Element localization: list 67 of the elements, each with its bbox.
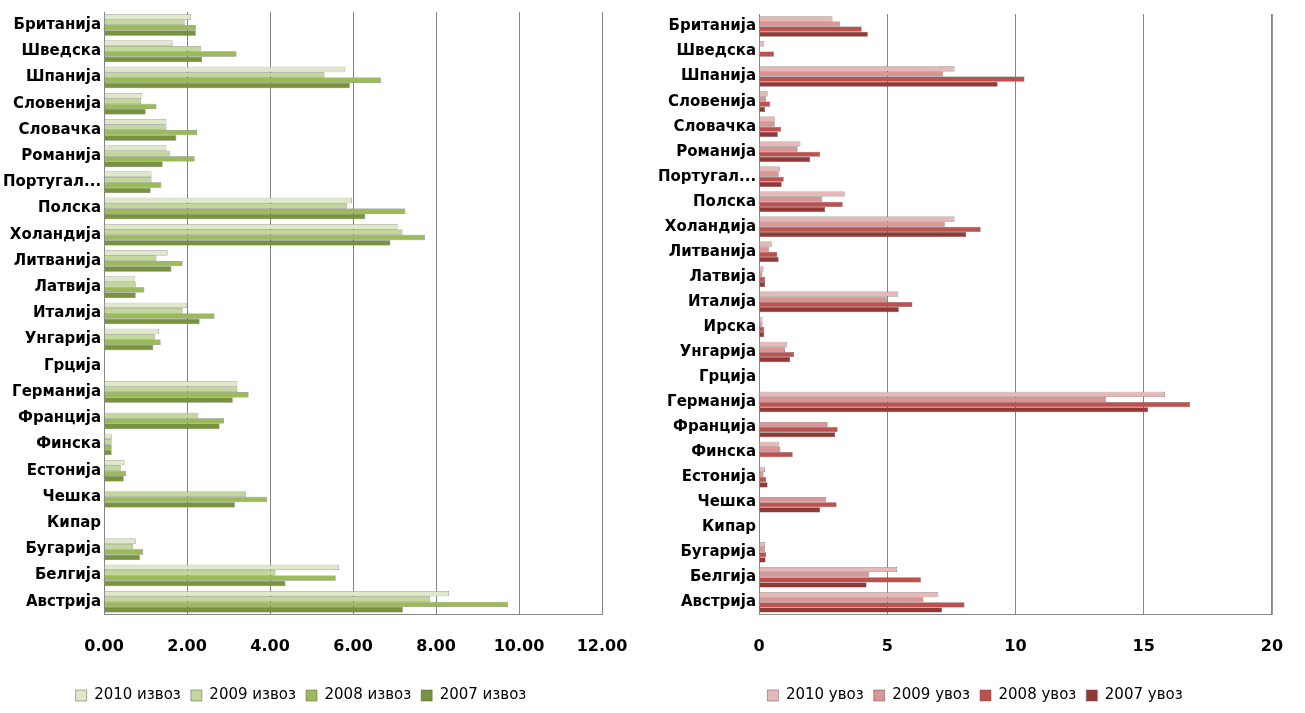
y-tick-label: Грција [698, 366, 757, 385]
y-tick-label: Португал... [3, 172, 102, 191]
y-tick-label: Словенија [668, 91, 757, 110]
legend-label: 2009 увоз [892, 685, 971, 704]
x-tick-label: 6.00 [333, 635, 373, 655]
y-tick-label: Британија [668, 16, 757, 35]
y-tick-label: Шведска [21, 41, 102, 60]
y-tick-label: Бугарија [25, 539, 102, 558]
legend-label: 2007 увоз [1104, 685, 1183, 704]
y-tick-label: Романија [676, 141, 757, 160]
y-tick-label: Романија [21, 146, 102, 165]
y-tick-label: Кипар [702, 517, 757, 536]
y-tick-label: Литванија [668, 241, 757, 260]
y-tick-label: Германија [667, 391, 757, 410]
x-tick-label: 2.00 [167, 635, 207, 655]
y-tick-label: Финска [36, 434, 102, 453]
y-tick-label: Естонија [26, 460, 102, 479]
y-tick-label: Полска [38, 198, 102, 217]
y-tick-label: Словачка [18, 119, 102, 138]
y-tick-label: Италија [32, 303, 102, 322]
x-tick-label: 0.00 [84, 635, 124, 655]
x-tick-label: 4.00 [250, 635, 290, 655]
y-tick-label: Британија [13, 14, 102, 33]
y-tick-label: Чешка [42, 486, 102, 505]
y-tick-label: Литванија [13, 250, 102, 269]
y-tick-label: Латвија [689, 266, 757, 285]
x-tick-label: 12.00 [576, 635, 628, 655]
y-tick-label: Естонија [681, 467, 757, 486]
y-tick-label: Австрија [680, 592, 757, 611]
y-tick-label: Полска [693, 191, 757, 210]
y-tick-label: Шведска [676, 41, 757, 60]
y-tick-label: Унгарија [24, 329, 102, 348]
y-tick-label: Словачка [673, 116, 757, 135]
x-tick-label: 5 [881, 635, 893, 655]
y-tick-label: Шпанија [25, 67, 102, 86]
y-tick-label: Португал... [658, 166, 757, 185]
y-tick-label: Грција [43, 355, 102, 374]
legend-label: 2007 извоз [439, 685, 527, 704]
y-tick-label: Франција [18, 408, 102, 427]
x-tick-label: 0 [753, 635, 765, 655]
y-tick-label: Финска [691, 441, 757, 460]
x-tick-label: 10.00 [493, 635, 545, 655]
x-tick-label: 20 [1260, 635, 1283, 655]
legend-label: 2010 извоз [94, 685, 181, 704]
y-tick-label: Кипар [47, 512, 102, 531]
y-tick-label: Белгија [34, 565, 102, 584]
y-tick-label: Белгија [689, 567, 757, 586]
x-tick-label: 8.00 [416, 635, 456, 655]
y-tick-label: Шпанија [680, 66, 757, 85]
y-tick-label: Чешка [697, 492, 757, 511]
y-tick-label: Австрија [25, 591, 102, 610]
y-tick-label: Словенија [13, 93, 102, 112]
y-tick-label: Италија [687, 291, 757, 310]
legend-label: 2010 увоз [785, 685, 864, 704]
y-tick-label: Бугарија [680, 542, 757, 561]
y-tick-label: Германија [12, 381, 102, 400]
legend-label: 2008 извоз [324, 685, 412, 704]
legend-label: 2008 увоз [998, 685, 1077, 704]
y-tick-label: Латвија [34, 277, 102, 296]
y-tick-label: Унгарија [679, 341, 757, 360]
legend-label: 2009 извоз [209, 685, 297, 704]
x-tick-label: 15 [1132, 635, 1155, 655]
y-tick-label: Франција [673, 416, 757, 435]
y-tick-label: Ирска [703, 316, 757, 335]
x-tick-label: 10 [1004, 635, 1027, 655]
y-tick-label: Холандија [9, 224, 102, 243]
y-tick-label: Холандија [664, 216, 757, 235]
